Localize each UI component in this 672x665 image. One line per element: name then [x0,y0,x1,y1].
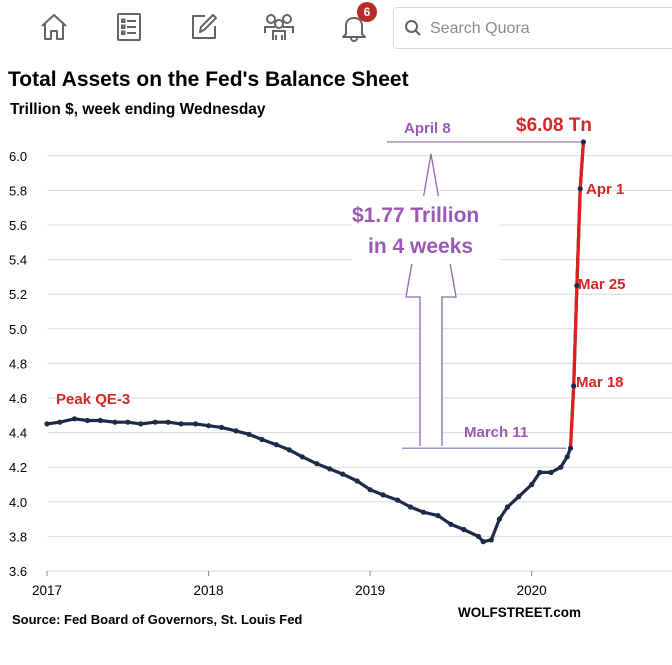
y-tick-label: 5.6 [9,218,27,233]
y-tick-label: 4.0 [9,495,27,510]
data-point [233,428,239,434]
search-box[interactable] [393,7,672,49]
notifications-bell-icon[interactable] [337,10,371,44]
annotation-april8: April 8 [404,120,451,137]
annotation-march11: March 11 [464,424,528,441]
data-point [286,447,292,453]
search-icon [405,20,421,36]
data-point [448,521,454,527]
data-point [580,139,587,145]
source-note: Source: Fed Board of Governors, St. Loui… [12,612,302,627]
y-tick-label: 6.0 [9,149,27,164]
data-point [165,419,171,425]
data-point [193,421,199,427]
data-point [567,445,574,451]
y-tick-label: 5.0 [9,322,27,337]
data-point [564,454,570,460]
data-point [84,417,90,424]
annotation-value-label: $6.08 Tn [516,115,592,136]
data-point [571,383,577,389]
data-point [407,504,414,510]
data-point [516,494,522,500]
data-point [480,539,486,545]
home-icon[interactable] [37,10,71,44]
data-point [97,417,103,424]
y-tick-label: 5.8 [9,183,27,198]
y-tick-label: 4.4 [9,426,27,441]
data-point [57,419,63,425]
y-tick-label: 5.4 [9,253,27,268]
y-tick-label: 4.6 [9,391,27,406]
data-point [273,442,279,448]
y-tick-label: 3.8 [9,529,27,544]
y-tick-label: 4.2 [9,460,27,475]
spaces-people-icon[interactable] [262,10,296,44]
annotation-mar18: Mar 18 [576,374,624,391]
data-point [420,509,426,515]
annotation-peak: Peak QE-3 [56,391,130,408]
data-point [314,461,320,467]
data-point [340,471,346,477]
data-point [529,481,535,488]
x-tick-label: 2020 [517,583,547,598]
data-point [354,478,360,484]
chart-subtitle: Trillion $, week ending Wednesday [10,101,266,118]
search-input[interactable] [428,16,672,42]
brand-label: WOLFSTREET.com [458,605,581,620]
data-point [206,423,212,429]
arrow-label-backdrop [352,196,500,264]
y-tick-label: 3.6 [9,564,27,579]
annotation-mar25: Mar 25 [578,276,626,293]
data-point [178,421,184,427]
data-point [504,504,511,510]
data-point [246,431,252,437]
data-point [395,497,401,503]
data-point [152,419,158,425]
data-point [488,537,494,543]
chart-title: Total Assets on the Fed's Balance Sheet [8,68,409,91]
y-tick-label: 5.2 [9,287,27,302]
data-point [435,513,441,519]
fed-balance-sheet-chart: Total Assets on the Fed's Balance Sheet … [8,68,672,627]
x-tick-label: 2019 [355,583,385,598]
y-tick-label: 4.8 [9,356,27,371]
data-point [299,454,305,460]
data-point [259,436,265,443]
data-point [44,421,50,427]
data-point [138,421,144,427]
data-point [112,419,118,425]
data-point [218,424,225,430]
annotation-arrow-line2: in 4 weeks [368,235,473,258]
data-point [327,466,333,472]
data-point [71,416,78,422]
data-point [548,469,554,475]
data-point [125,419,131,425]
annotation-arrow-line1: $1.77 Trillion [352,204,479,227]
x-tick-label: 2017 [32,583,62,598]
data-point [537,469,543,475]
edit-icon[interactable] [187,10,221,44]
x-tick-label: 2018 [194,583,224,598]
data-point [496,516,502,522]
data-point [461,526,467,533]
notification-count-badge[interactable]: 6 [357,2,377,22]
data-point [475,533,481,539]
annotation-apr1: Apr 1 [586,181,624,198]
series-line [46,141,585,544]
data-point [574,283,580,289]
chart-image: Total Assets on the Fed's Balance Sheet … [0,56,672,660]
data-point [380,492,386,498]
answer-list-icon[interactable] [112,10,146,44]
top-navigation-bar: 6 [0,0,672,56]
data-point [577,186,583,192]
data-point [367,487,373,493]
data-point [558,464,564,470]
